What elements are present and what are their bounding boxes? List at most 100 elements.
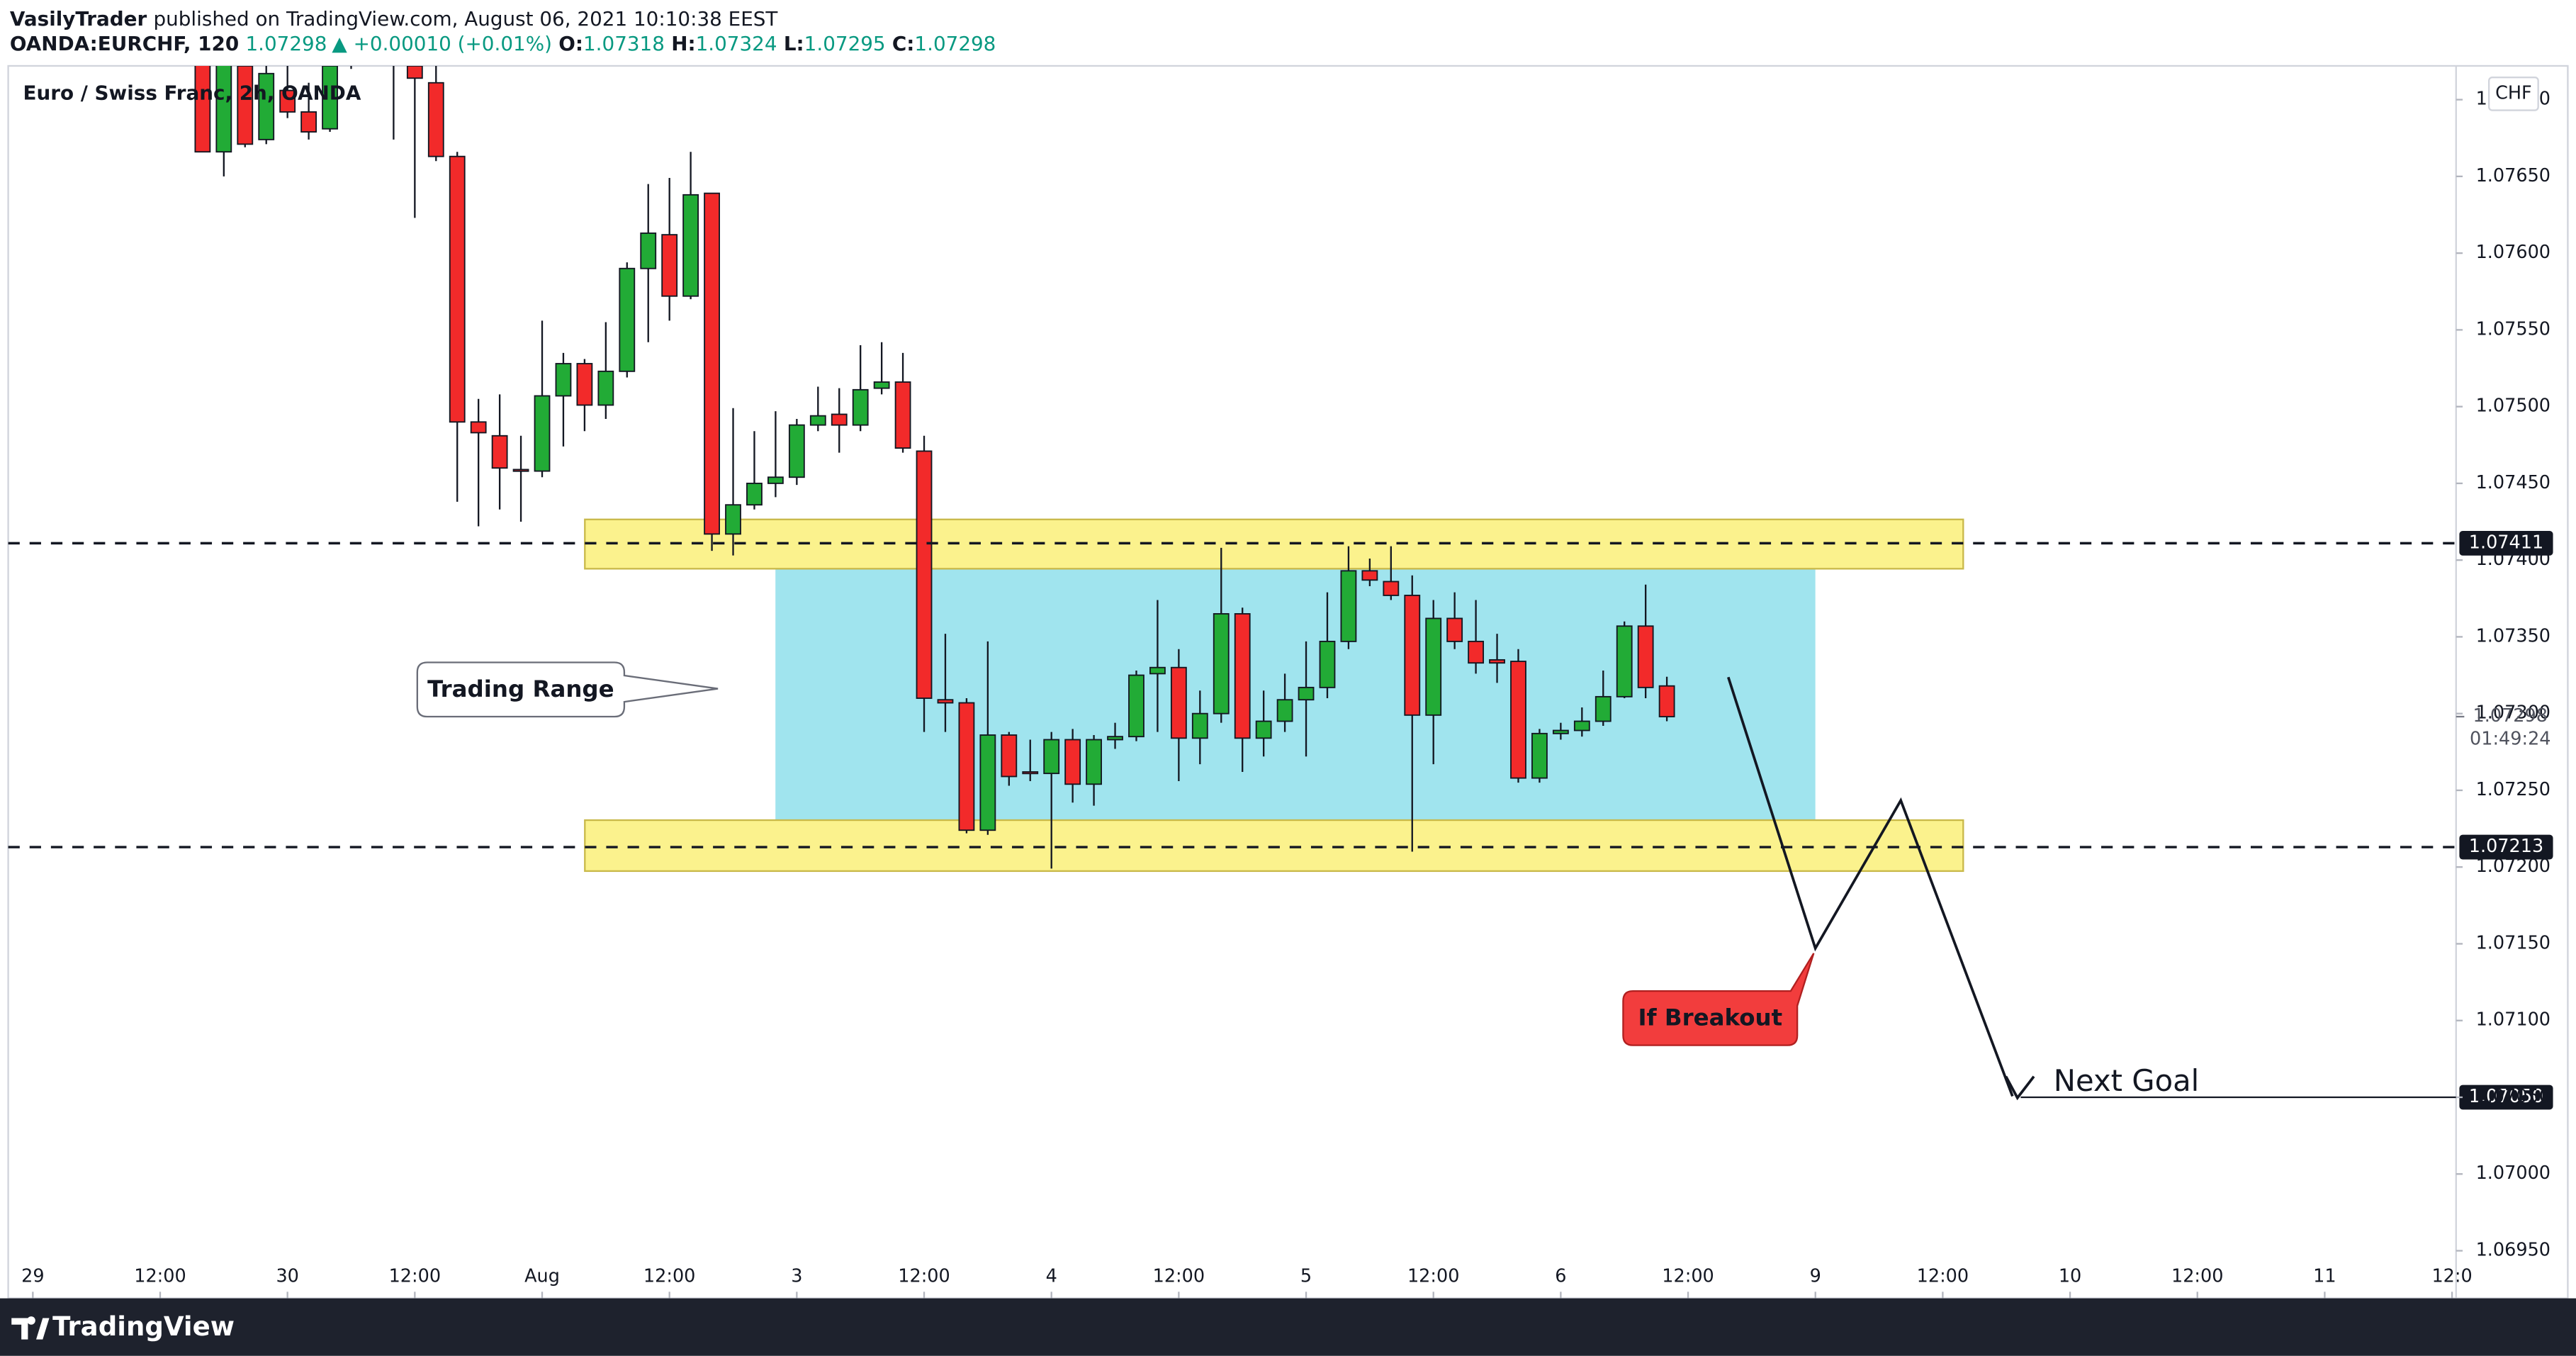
candle-body bbox=[725, 504, 741, 535]
arrow-head bbox=[2004, 1075, 2035, 1101]
candle-body bbox=[597, 370, 614, 406]
candle-body bbox=[979, 734, 996, 831]
candle-body bbox=[746, 482, 763, 506]
candle-body bbox=[1383, 581, 1400, 596]
candle-body bbox=[1361, 570, 1378, 581]
candles bbox=[194, 65, 1675, 869]
support-zone bbox=[584, 819, 1964, 873]
x-tick-label: 12:00 bbox=[1153, 1265, 1205, 1287]
price-label: 1.07213 bbox=[2469, 836, 2543, 857]
symbol: OANDA:EURCHF, 120 bbox=[10, 32, 239, 55]
candle-body bbox=[1658, 685, 1675, 717]
x-tick-label: 12:00 bbox=[1917, 1265, 1969, 1287]
candle-body bbox=[512, 469, 529, 472]
candle-body bbox=[1128, 674, 1144, 738]
candle-body bbox=[1107, 736, 1123, 741]
candle-body bbox=[1001, 734, 1018, 778]
y-tick-label: 1.07300 bbox=[2476, 702, 2550, 724]
ohlc-value: 1.07298 bbox=[914, 32, 996, 55]
y-tick-label: 1.07400 bbox=[2476, 549, 2550, 570]
callout-text: If Breakout bbox=[1638, 1004, 1782, 1031]
y-tick-label: 1.07500 bbox=[2476, 396, 2550, 417]
candle-body bbox=[1064, 739, 1081, 785]
logo-icon bbox=[11, 1316, 50, 1340]
y-tick-label: 1.06950 bbox=[2476, 1240, 2550, 1261]
candle-body bbox=[322, 65, 338, 130]
candle-body bbox=[1170, 666, 1187, 739]
x-tick-label: 6 bbox=[1555, 1265, 1566, 1287]
candle-body bbox=[427, 82, 444, 157]
candle-body bbox=[1404, 595, 1421, 716]
candle-body bbox=[406, 65, 423, 79]
header-line: VasilyTrader published on TradingView.com… bbox=[10, 7, 779, 30]
x-tick-label: 12:0 bbox=[2431, 1265, 2472, 1287]
candle-body bbox=[1552, 729, 1569, 734]
candle-body bbox=[1022, 771, 1039, 775]
currency-box bbox=[2487, 77, 2539, 111]
change: ▲ +0.00010 (+0.01%) bbox=[332, 32, 552, 55]
candle-body bbox=[449, 155, 466, 423]
candle-body bbox=[491, 435, 508, 469]
ohlc-label: L: bbox=[784, 32, 804, 55]
ohlc-label: C: bbox=[892, 32, 915, 55]
candle-body bbox=[1276, 699, 1293, 722]
x-tick-label: 4 bbox=[1046, 1265, 1057, 1287]
candle-body bbox=[704, 192, 720, 535]
ohlc-value: 1.07295 bbox=[804, 32, 886, 55]
y-tick-label: 1.07350 bbox=[2476, 625, 2550, 646]
candle-body bbox=[300, 111, 317, 133]
candle-body bbox=[1234, 613, 1251, 739]
x-tick-label: 9 bbox=[1810, 1265, 1821, 1287]
y-tick-label: 1.07100 bbox=[2476, 1009, 2550, 1031]
candle-body bbox=[788, 424, 805, 478]
axes: 1.06950 1.07000 1.07050 1.07100 1.07150 1.072… bbox=[21, 89, 2551, 1299]
candle-body bbox=[1149, 666, 1166, 675]
candle-body bbox=[1637, 625, 1654, 688]
candle-body bbox=[1573, 720, 1590, 732]
price-label-box bbox=[2459, 530, 2553, 556]
publisher: VasilyTrader bbox=[10, 7, 147, 30]
candle-body bbox=[937, 699, 954, 704]
candle-body bbox=[1340, 570, 1357, 642]
logo-text: TradingView bbox=[52, 1311, 235, 1342]
candle-body bbox=[555, 363, 572, 397]
candle-body bbox=[576, 363, 593, 406]
y-tick-label: 1.07150 bbox=[2476, 932, 2550, 953]
goal-text: Next Goal bbox=[2054, 1063, 2199, 1098]
candle-body bbox=[1446, 617, 1463, 642]
candle-body bbox=[640, 232, 657, 269]
candle-body bbox=[1594, 695, 1612, 722]
x-tick-label: 12:00 bbox=[389, 1265, 441, 1287]
ohlc-value: 1.07324 bbox=[696, 32, 777, 55]
y-tick-label: 1.07250 bbox=[2476, 779, 2550, 800]
candle-body bbox=[194, 65, 211, 153]
y-tick-label: 1.07550 bbox=[2476, 318, 2550, 340]
callout-box bbox=[416, 661, 719, 718]
price-label: 1.07050 bbox=[2469, 1086, 2543, 1107]
x-tick-label: 12:00 bbox=[1662, 1265, 1714, 1287]
x-tick-label: 11 bbox=[2313, 1265, 2336, 1287]
range-box bbox=[775, 568, 1816, 821]
published: published on TradingView.com, August 06,… bbox=[153, 7, 778, 30]
price-label: 1.07411 bbox=[2469, 532, 2543, 553]
symbol-line: OANDA:EURCHF, 120 1.07298 ▲ +0.00010 (+0.0… bbox=[10, 32, 996, 55]
candle-body bbox=[1510, 661, 1526, 779]
drawings-front: Trading Range If Breakout Next Goal bbox=[416, 661, 2199, 1101]
y-tick-label: 1.07050 bbox=[2476, 1086, 2550, 1107]
x-tick-label: 12:00 bbox=[898, 1265, 950, 1287]
last: 1.07298 bbox=[245, 32, 327, 55]
x-tick-label: 12:00 bbox=[2171, 1265, 2224, 1287]
chart-title: Euro / Swiss Franc, 2h, OANDA bbox=[23, 81, 361, 104]
candle-body bbox=[873, 381, 890, 389]
candle-body bbox=[916, 450, 933, 699]
y-tick-label: 1.07650 bbox=[2476, 165, 2550, 186]
callout-text: Trading Range bbox=[427, 676, 614, 702]
candle-body bbox=[1531, 732, 1548, 779]
candle-body bbox=[534, 395, 551, 472]
price-lines: 1.07411 1.07213 1.07050 bbox=[8, 530, 2553, 1110]
ohlc-label: H: bbox=[671, 32, 695, 55]
candle-body bbox=[894, 381, 911, 449]
candle-body bbox=[215, 65, 232, 153]
y-tick-label: 1.07000 bbox=[2476, 1162, 2550, 1184]
